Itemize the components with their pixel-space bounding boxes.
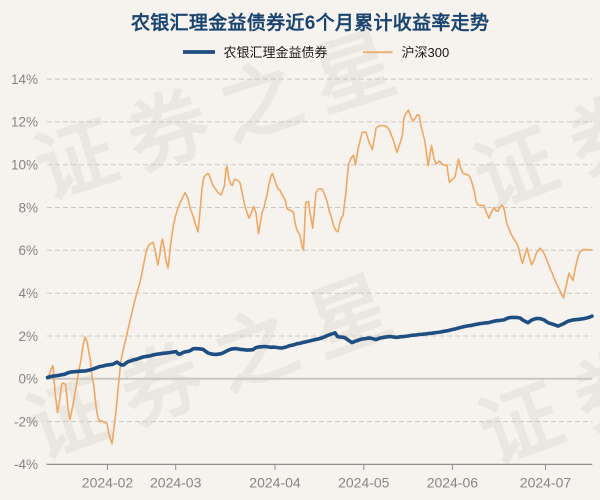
svg-text:2024-05: 2024-05 (338, 474, 390, 490)
svg-text:0%: 0% (18, 372, 38, 387)
svg-text:2024-03: 2024-03 (150, 474, 202, 490)
svg-text:-4%: -4% (14, 457, 38, 472)
svg-text:-2%: -2% (14, 414, 38, 429)
svg-text:6%: 6% (18, 243, 38, 258)
svg-text:10%: 10% (11, 158, 38, 173)
svg-text:2024-07: 2024-07 (520, 474, 572, 490)
svg-text:2024-04: 2024-04 (249, 474, 301, 490)
svg-text:2024-06: 2024-06 (427, 474, 479, 490)
svg-text:8%: 8% (18, 200, 38, 215)
svg-text:14%: 14% (11, 72, 38, 87)
svg-text:2024-02: 2024-02 (82, 474, 134, 490)
svg-text:12%: 12% (11, 115, 38, 130)
svg-text:2%: 2% (18, 329, 38, 344)
svg-text:4%: 4% (18, 286, 38, 301)
